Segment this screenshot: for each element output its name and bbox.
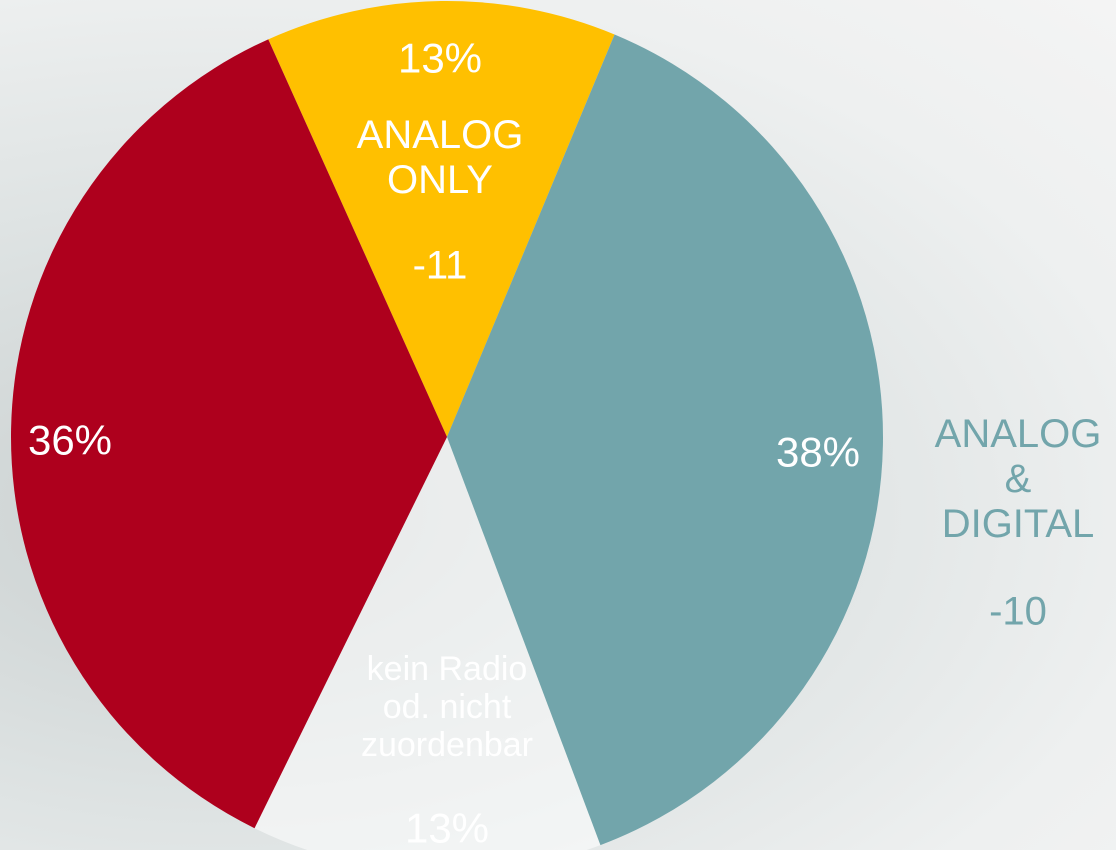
category-label: ANALOG ONLY	[340, 113, 540, 203]
value-label: 38%	[718, 428, 918, 475]
category-label: ANALOG & DIGITAL	[928, 412, 1108, 546]
value-label: 13%	[340, 34, 540, 81]
value-label: 13%	[347, 804, 547, 850]
value-label: 36%	[0, 416, 170, 463]
change-label: -11	[340, 244, 540, 289]
category-label: kein Radio od. nicht zuordenbar	[352, 650, 542, 764]
change-label: -10	[928, 590, 1108, 635]
page: (() => { const data = JSON.parse(documen…	[0, 0, 1116, 850]
